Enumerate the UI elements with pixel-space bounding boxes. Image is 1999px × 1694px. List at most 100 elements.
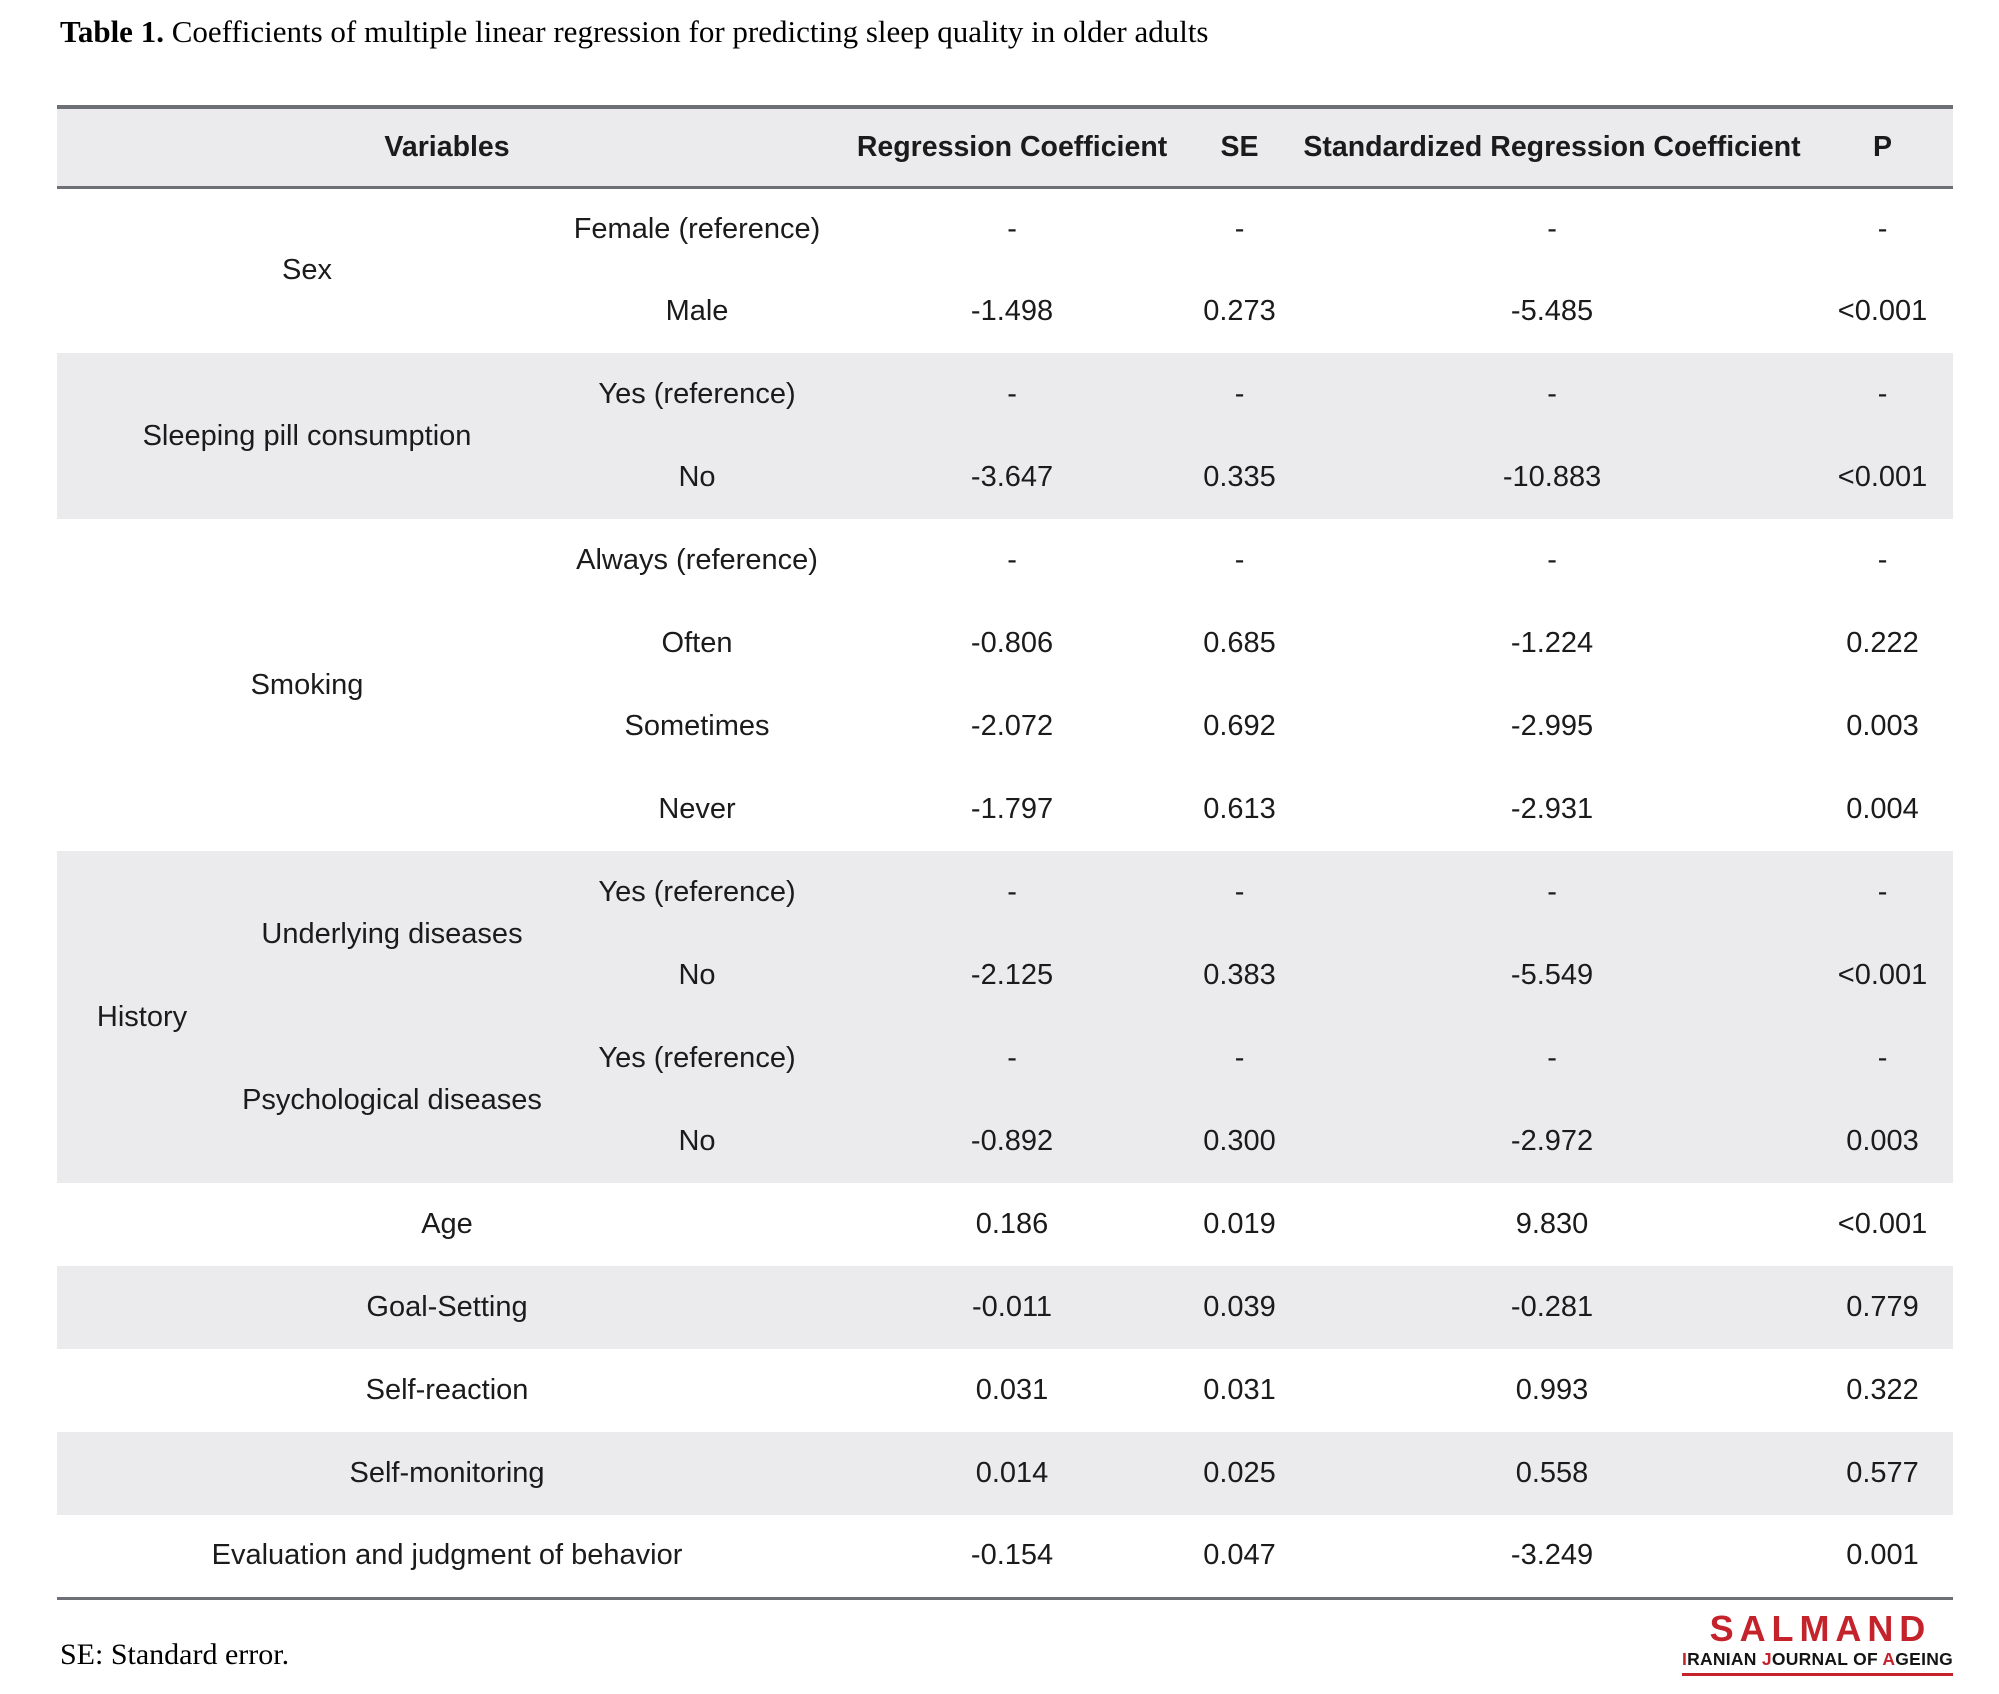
value-cell: 0.273 <box>1203 295 1276 327</box>
value-cell: - <box>1547 544 1557 576</box>
value-cell: - <box>1234 876 1245 908</box>
option-cell: No <box>678 461 716 493</box>
value-cell: 0.004 <box>1846 793 1919 825</box>
row-label-age: Age <box>421 1208 473 1240</box>
subgroup-label-psychological-diseases: Psychological diseases <box>242 1083 542 1116</box>
value-cell: 0.001 <box>1846 1539 1919 1572</box>
value-cell: - <box>1007 1042 1017 1074</box>
footnote: SE: Standard error. <box>60 1638 290 1671</box>
value-cell: 0.383 <box>1203 959 1276 991</box>
table-row: Sleeping pill consumption Yes (reference… <box>57 353 1954 452</box>
header-row: Variables Regression Coefficient SE Stan… <box>57 107 1954 187</box>
table-row: Psychological diseases Yes (reference) -… <box>57 1017 1954 1116</box>
value-cell: 0.019 <box>1203 1208 1276 1240</box>
option-cell: Often <box>661 627 733 659</box>
row-label-self-monitoring: Self-monitoring <box>349 1457 545 1489</box>
journal-logo-subtitle: IRANIAN JOURNAL OF AGEING <box>1681 1648 1953 1677</box>
value-cell: -2.995 <box>1510 710 1594 742</box>
value-cell: 0.993 <box>1515 1374 1589 1406</box>
row-label-goal-setting: Goal-Setting <box>366 1291 528 1323</box>
table-row: History Underlying diseases Yes (referen… <box>57 851 1954 1033</box>
table-row: Evaluation and judgment of behavior -0.1… <box>57 1515 1953 1598</box>
value-cell: 0.222 <box>1846 627 1919 659</box>
value-cell: 0.685 <box>1203 627 1276 659</box>
table-caption: Table 1. Coefficients of multiple linear… <box>60 14 1209 50</box>
value-cell: 0.047 <box>1203 1539 1276 1572</box>
value-cell: 0.025 <box>1203 1457 1276 1489</box>
option-cell: Yes (reference) <box>598 876 796 908</box>
value-cell: - <box>1007 378 1017 410</box>
option-cell: Male <box>665 295 729 327</box>
option-cell: Yes (reference) <box>598 1042 796 1074</box>
value-cell: <0.001 <box>1837 461 1928 493</box>
value-cell: -10.883 <box>1502 461 1602 493</box>
value-cell: 0.003 <box>1846 1125 1919 1157</box>
value-cell: 0.613 <box>1203 793 1276 825</box>
table-row: Sometimes -2.072 0.692 -2.995 0.003 <box>57 685 1953 768</box>
value-cell: - <box>1007 876 1017 908</box>
value-cell: 0.014 <box>975 1457 1049 1489</box>
group-label-sex: Sex <box>282 254 332 287</box>
value-cell: -3.249 <box>1510 1539 1594 1572</box>
table-row: Often -0.806 0.685 -1.224 0.222 <box>57 602 1953 685</box>
value-cell: <0.001 <box>1837 295 1928 327</box>
value-cell: - <box>1547 212 1557 245</box>
value-cell: 0.558 <box>1515 1457 1589 1489</box>
value-cell: -3.647 <box>970 461 1054 493</box>
value-cell: - <box>1877 876 1888 908</box>
group-label-history: History <box>96 1000 188 1033</box>
table-row: Self-reaction 0.031 0.031 0.993 0.322 <box>57 1349 1953 1432</box>
logo-subtitle-segment: OURNAL OF <box>1771 1648 1883 1669</box>
value-cell: 9.830 <box>1515 1208 1589 1240</box>
value-cell: 0.003 <box>1846 710 1919 742</box>
value-cell: 0.031 <box>1203 1374 1276 1406</box>
value-cell: -0.281 <box>1510 1291 1594 1323</box>
value-cell: -2.931 <box>1510 793 1594 825</box>
regression-table: Variables Regression Coefficient SE Stan… <box>57 105 1954 1600</box>
value-cell: -2.972 <box>1510 1125 1594 1157</box>
logo-subtitle-segment: RANIAN <box>1687 1648 1762 1669</box>
table-row: Age 0.186 0.019 9.830 <0.001 <box>57 1183 1953 1266</box>
table-caption-label: Table 1. <box>60 14 164 49</box>
value-cell: 0.031 <box>975 1374 1049 1406</box>
value-cell: 0.335 <box>1203 461 1276 493</box>
logo-subtitle-segment: GEING <box>1895 1648 1953 1669</box>
value-cell: - <box>1007 544 1017 576</box>
value-cell: - <box>1877 1042 1888 1074</box>
value-cell: - <box>1877 212 1888 245</box>
table-caption-text: Coefficients of multiple linear regressi… <box>171 14 1209 49</box>
value-cell: 0.779 <box>1846 1291 1919 1323</box>
col-header-se: SE <box>1220 130 1259 163</box>
value-cell: - <box>1547 1042 1557 1074</box>
value-cell: - <box>1234 1042 1245 1074</box>
row-label-self-reaction: Self-reaction <box>365 1374 529 1406</box>
subgroup-label-underlying-diseases: Underlying diseases <box>261 917 523 950</box>
value-cell: -0.806 <box>970 627 1054 659</box>
group-label-sleeping-pill-consumption: Sleeping pill consumption <box>142 419 472 452</box>
value-cell: 0.322 <box>1846 1374 1919 1406</box>
table-row: Male -1.498 0.273 -5.485 <0.001 <box>57 270 1953 353</box>
group-label-smoking: Smoking <box>250 668 364 701</box>
value-cell: - <box>1547 378 1557 410</box>
option-cell: Female (reference) <box>573 212 821 245</box>
value-cell: -2.125 <box>970 959 1054 991</box>
value-cell: 0.577 <box>1846 1457 1919 1489</box>
value-cell: -1.498 <box>970 295 1054 327</box>
table-row: Never -1.797 0.613 -2.931 0.004 <box>57 768 1953 851</box>
option-cell: Never <box>658 793 736 825</box>
col-header-standardized-regression-coefficient: Standardized Regression Coefficient <box>1303 130 1801 163</box>
value-cell: -0.011 <box>971 1291 1053 1323</box>
value-cell: - <box>1234 544 1245 576</box>
value-cell: -1.797 <box>970 793 1054 825</box>
value-cell: - <box>1877 544 1888 576</box>
value-cell: <0.001 <box>1837 1208 1928 1240</box>
value-cell: -5.485 <box>1510 295 1594 327</box>
value-cell: -2.072 <box>970 710 1054 742</box>
option-cell: Sometimes <box>624 710 770 742</box>
value-cell: 0.186 <box>975 1208 1049 1240</box>
value-cell: <0.001 <box>1837 959 1928 991</box>
value-cell: 0.300 <box>1203 1125 1276 1157</box>
value-cell: - <box>1234 212 1245 245</box>
col-header-p: P <box>1873 130 1893 163</box>
option-cell: No <box>678 959 716 991</box>
